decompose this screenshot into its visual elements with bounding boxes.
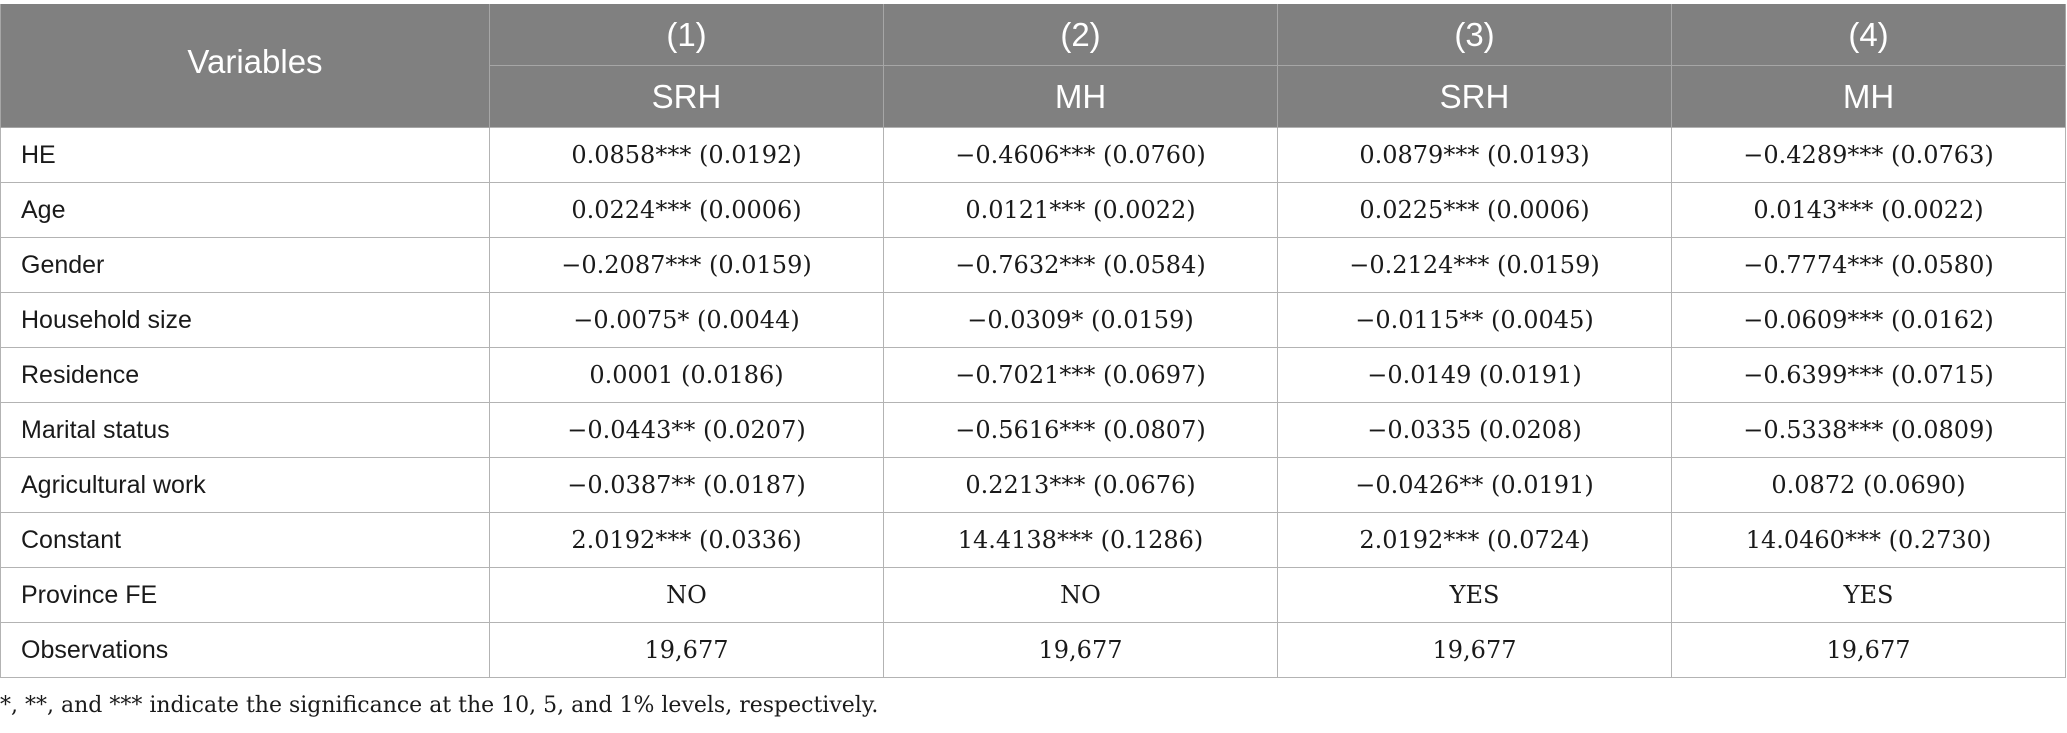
row-label: Agricultural work (0, 457, 490, 513)
table-cell: −0.0115** (0.0045) (1277, 292, 1672, 348)
table-cell: 2.0192*** (0.0724) (1277, 512, 1672, 568)
table-row: Household size −0.0075* (0.0044) −0.0309… (0, 292, 2066, 348)
table-cell: 0.0225*** (0.0006) (1277, 182, 1672, 238)
row-label: HE (0, 127, 490, 183)
table-cell: −0.0426** (0.0191) (1277, 457, 1672, 513)
row-label: Residence (0, 347, 490, 403)
table-row: Province FE NO NO YES YES (0, 567, 2066, 623)
column-dependent-3: SRH (1277, 65, 1672, 128)
table-row: Marital status −0.0443** (0.0207) −0.561… (0, 402, 2066, 458)
row-label: Household size (0, 292, 490, 348)
regression-table: Variables (1) (2) (3) (4) SRH MH SRH MH … (0, 4, 2066, 678)
variables-header: Variables (0, 4, 490, 128)
column-number-3: (3) (1277, 4, 1672, 66)
table-cell: −0.0309* (0.0159) (883, 292, 1278, 348)
table-footnote: *, **, and *** indicate the significance… (0, 693, 879, 718)
table-cell: YES (1671, 567, 2066, 623)
table-cell: 14.0460*** (0.2730) (1671, 512, 2066, 568)
table-cell: −0.2124*** (0.0159) (1277, 237, 1672, 293)
table-body: HE 0.0858*** (0.0192) −0.4606*** (0.0760… (0, 127, 2066, 678)
table-cell: −0.0609*** (0.0162) (1671, 292, 2066, 348)
table-cell: 0.0858*** (0.0192) (489, 127, 884, 183)
table-cell: −0.0335 (0.0208) (1277, 402, 1672, 458)
table-cell: −0.0443** (0.0207) (489, 402, 884, 458)
header-row-dependent: SRH MH SRH MH (1, 65, 2066, 128)
table-cell: −0.0149 (0.0191) (1277, 347, 1672, 403)
column-number-2: (2) (883, 4, 1278, 66)
table-cell: YES (1277, 567, 1672, 623)
table-cell: 19,677 (489, 622, 884, 678)
table-row: Gender −0.2087*** (0.0159) −0.7632*** (0… (0, 237, 2066, 293)
column-dependent-2: MH (883, 65, 1278, 128)
table-cell: 14.4138*** (0.1286) (883, 512, 1278, 568)
row-label: Observations (0, 622, 490, 678)
table-row: Constant 2.0192*** (0.0336) 14.4138*** (… (0, 512, 2066, 568)
table-cell: 19,677 (883, 622, 1278, 678)
table-cell: −0.6399*** (0.0715) (1671, 347, 2066, 403)
row-label: Province FE (0, 567, 490, 623)
table-cell: −0.2087*** (0.0159) (489, 237, 884, 293)
table-row: Observations 19,677 19,677 19,677 19,677 (0, 622, 2066, 678)
table-cell: 0.0224*** (0.0006) (489, 182, 884, 238)
table-cell: −0.5616*** (0.0807) (883, 402, 1278, 458)
row-label: Marital status (0, 402, 490, 458)
table-row: Residence 0.0001 (0.0186) −0.7021*** (0.… (0, 347, 2066, 403)
table-cell: 0.0001 (0.0186) (489, 347, 884, 403)
table-cell: 0.2213*** (0.0676) (883, 457, 1278, 513)
table-row: Age 0.0224*** (0.0006) 0.0121*** (0.0022… (0, 182, 2066, 238)
regression-table-container: Variables (1) (2) (3) (4) SRH MH SRH MH … (0, 4, 2067, 678)
column-number-1: (1) (489, 4, 884, 66)
table-cell: −0.7632*** (0.0584) (883, 237, 1278, 293)
table-header: Variables (1) (2) (3) (4) SRH MH SRH MH (0, 4, 2066, 128)
column-dependent-4: MH (1671, 65, 2066, 128)
table-row: HE 0.0858*** (0.0192) −0.4606*** (0.0760… (0, 127, 2066, 183)
table-cell: 2.0192*** (0.0336) (489, 512, 884, 568)
table-cell: 19,677 (1277, 622, 1672, 678)
table-cell: 0.0121*** (0.0022) (883, 182, 1278, 238)
table-cell: 19,677 (1671, 622, 2066, 678)
table-cell: −0.4289*** (0.0763) (1671, 127, 2066, 183)
table-cell: NO (489, 567, 884, 623)
table-cell: −0.0075* (0.0044) (489, 292, 884, 348)
column-dependent-1: SRH (489, 65, 884, 128)
table-cell: −0.5338*** (0.0809) (1671, 402, 2066, 458)
table-cell: NO (883, 567, 1278, 623)
table-cell: −0.7021*** (0.0697) (883, 347, 1278, 403)
table-cell: −0.7774*** (0.0580) (1671, 237, 2066, 293)
row-label: Constant (0, 512, 490, 568)
table-cell: 0.0143*** (0.0022) (1671, 182, 2066, 238)
table-cell: 0.0879*** (0.0193) (1277, 127, 1672, 183)
row-label: Gender (0, 237, 490, 293)
table-cell: 0.0872 (0.0690) (1671, 457, 2066, 513)
row-label: Age (0, 182, 490, 238)
table-row: Agricultural work −0.0387** (0.0187) 0.2… (0, 457, 2066, 513)
table-cell: −0.4606*** (0.0760) (883, 127, 1278, 183)
header-row-numbers: Variables (1) (2) (3) (4) (0, 4, 2066, 128)
table-cell: −0.0387** (0.0187) (489, 457, 884, 513)
column-number-4: (4) (1671, 4, 2066, 66)
